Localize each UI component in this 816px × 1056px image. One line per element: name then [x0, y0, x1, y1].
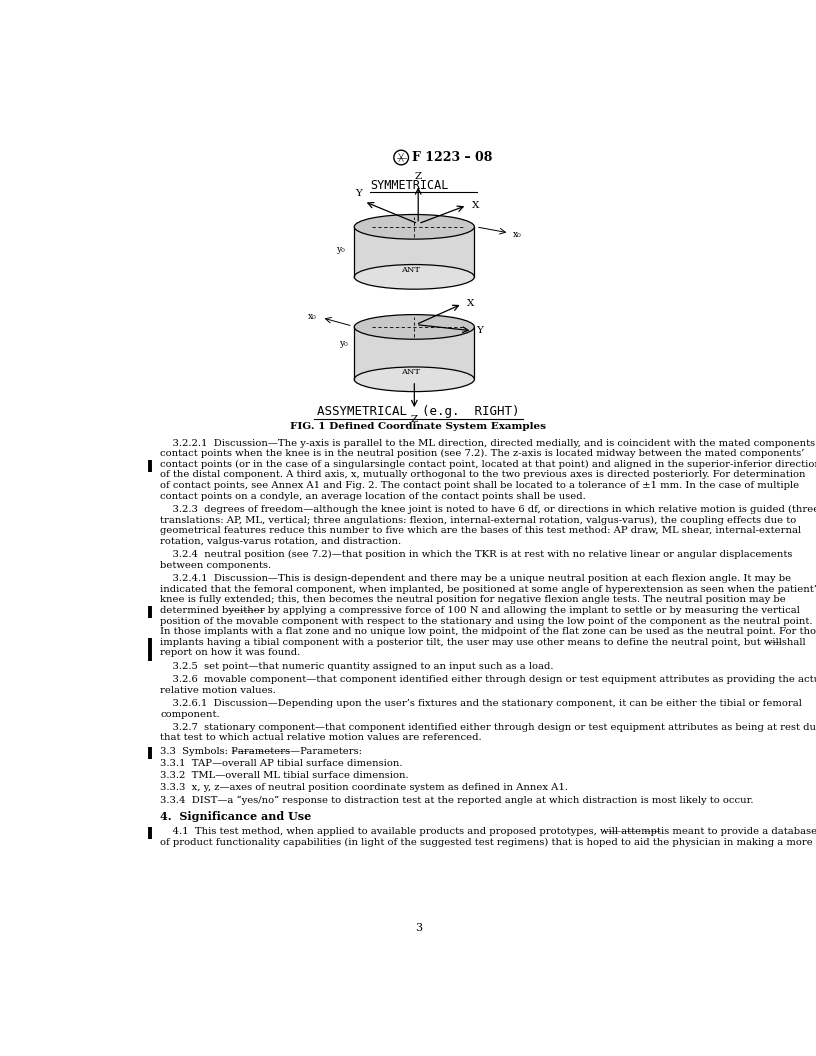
Text: 3.2.7  stationary component—that component identified either through design or t: 3.2.7 stationary component—that componen…	[160, 722, 816, 732]
Text: 4.  Significance and Use: 4. Significance and Use	[160, 811, 312, 822]
Text: FIG. 1 Defined Coordinate System Examples: FIG. 1 Defined Coordinate System Example…	[290, 422, 546, 432]
Text: component.: component.	[160, 710, 220, 718]
Text: SYMMETRICAL: SYMMETRICAL	[370, 180, 449, 192]
Text: x₀: x₀	[308, 312, 317, 321]
Text: In those implants with a flat zone and no unique low point, the midpoint of the : In those implants with a flat zone and n…	[160, 627, 816, 636]
Text: that test to which actual relative motion values are referenced.: that test to which actual relative motio…	[160, 734, 481, 742]
Text: of the distal component. A third axis, x, mutually orthogonal to the two previou: of the distal component. A third axis, x…	[160, 471, 805, 479]
Text: x₀: x₀	[513, 230, 522, 239]
Text: 3.2.4  neutral position (see 7.2)—that position in which the TKR is at rest with: 3.2.4 neutral position (see 7.2)—that po…	[160, 550, 792, 560]
Text: knee is fully extended; this, then becomes the neutral position for negative fle: knee is fully extended; this, then becom…	[160, 596, 786, 604]
Text: 3.2.3  degrees of freedom—although the knee joint is noted to have 6 df, or dire: 3.2.3 degrees of freedom—although the kn…	[160, 505, 816, 514]
Text: 3.2.6.1  Discussion—Depending upon the user’s fixtures and the stationary compon: 3.2.6.1 Discussion—Depending upon the us…	[160, 699, 802, 708]
Text: 3.3.2  TML—overall ML tibial surface dimension.: 3.3.2 TML—overall ML tibial surface dime…	[160, 771, 409, 780]
Text: ANT: ANT	[401, 369, 420, 376]
Ellipse shape	[354, 366, 474, 392]
Text: Y: Y	[355, 189, 362, 197]
Text: 3.3.4  DIST—a “yes/no” response to distraction test at the reported angle at whi: 3.3.4 DIST—a “yes/no” response to distra…	[160, 795, 754, 805]
Ellipse shape	[354, 265, 474, 289]
Text: relative motion values.: relative motion values.	[160, 685, 276, 695]
Text: 3.3.1  TAP—overall AP tibial surface dimension.: 3.3.1 TAP—overall AP tibial surface dime…	[160, 759, 402, 768]
Ellipse shape	[354, 315, 474, 339]
Text: contact points on a condyle, an average location of the contact points shall be : contact points on a condyle, an average …	[160, 492, 586, 501]
Text: Y: Y	[477, 326, 483, 335]
Text: translations: AP, ML, vertical; three angulations: flexion, internal-external ro: translations: AP, ML, vertical; three an…	[160, 515, 796, 525]
Text: position of the movable component with respect to the stationary and using the l: position of the movable component with r…	[160, 617, 813, 625]
Text: y₀: y₀	[339, 339, 348, 348]
Text: 3.3  Symbols: P̶a̶r̶a̶m̶e̶t̶e̶r̶s̶—Parameters:: 3.3 Symbols: P̶a̶r̶a̶m̶e̶t̶e̶r̶s̶—Parame…	[160, 747, 362, 756]
Text: implants having a tibial component with a posterior tilt, the user may use other: implants having a tibial component with …	[160, 638, 805, 647]
Text: X: X	[467, 299, 474, 308]
Text: 3: 3	[415, 923, 422, 932]
Text: 4.1  This test method, when applied to available products and proposed prototype: 4.1 This test method, when applied to av…	[160, 827, 816, 836]
Text: indicated that the femoral component, when implanted, be positioned at some angl: indicated that the femoral component, wh…	[160, 585, 816, 593]
Text: of product functionality capabilities (in light of the suggested test regimens) : of product functionality capabilities (i…	[160, 837, 813, 847]
Text: Z: Z	[415, 172, 422, 181]
Text: y₀: y₀	[336, 245, 345, 254]
Text: of contact points, see Annex A1 and Fig. 2. The contact point shall be located t: of contact points, see Annex A1 and Fig.…	[160, 482, 799, 490]
Text: Z: Z	[410, 415, 418, 425]
Text: geometrical features reduce this number to five which are the bases of this test: geometrical features reduce this number …	[160, 526, 801, 535]
Text: X: X	[472, 201, 479, 210]
Text: F 1223 – 08: F 1223 – 08	[412, 151, 492, 164]
Text: ANT: ANT	[401, 266, 420, 274]
Text: 3.2.6  movable component—that component identified either through design or test: 3.2.6 movable component—that component i…	[160, 675, 816, 684]
Ellipse shape	[354, 214, 474, 239]
Text: 3.3.3  x, y, z—axes of neutral position coordinate system as defined in Annex A1: 3.3.3 x, y, z—axes of neutral position c…	[160, 784, 568, 792]
Bar	[354, 227, 474, 277]
Text: rotation, valgus-varus rotation, and distraction.: rotation, valgus-varus rotation, and dis…	[160, 536, 401, 546]
Text: contact points (or in the case of a singularsingle contact point, located at tha: contact points (or in the case of a sing…	[160, 459, 816, 469]
Text: 3.2.4.1  Discussion—This is design-dependent and there may be a unique neutral p: 3.2.4.1 Discussion—This is design-depend…	[160, 574, 792, 583]
Text: report on how it was found.: report on how it was found.	[160, 648, 300, 658]
Text: determined by̶e̶i̶t̶h̶e̶r̶ by applying a compressive force of 100 N and allowing: determined by̶e̶i̶t̶h̶e̶r̶ by applying a…	[160, 606, 800, 615]
Bar	[354, 327, 474, 379]
Text: ASSYMETRICAL  (e.g.  RIGHT): ASSYMETRICAL (e.g. RIGHT)	[317, 406, 520, 418]
Text: between components.: between components.	[160, 561, 271, 570]
Text: 3.2.5  set point—that numeric quantity assigned to an input such as a load.: 3.2.5 set point—that numeric quantity as…	[160, 662, 553, 671]
Text: 3.2.2.1  Discussion—The y-axis is parallel to the ML direction, directed mediall: 3.2.2.1 Discussion—The y-axis is paralle…	[160, 438, 816, 448]
Text: contact points when the knee is in the neutral position (see 7.2). The z-axis is: contact points when the knee is in the n…	[160, 449, 805, 458]
